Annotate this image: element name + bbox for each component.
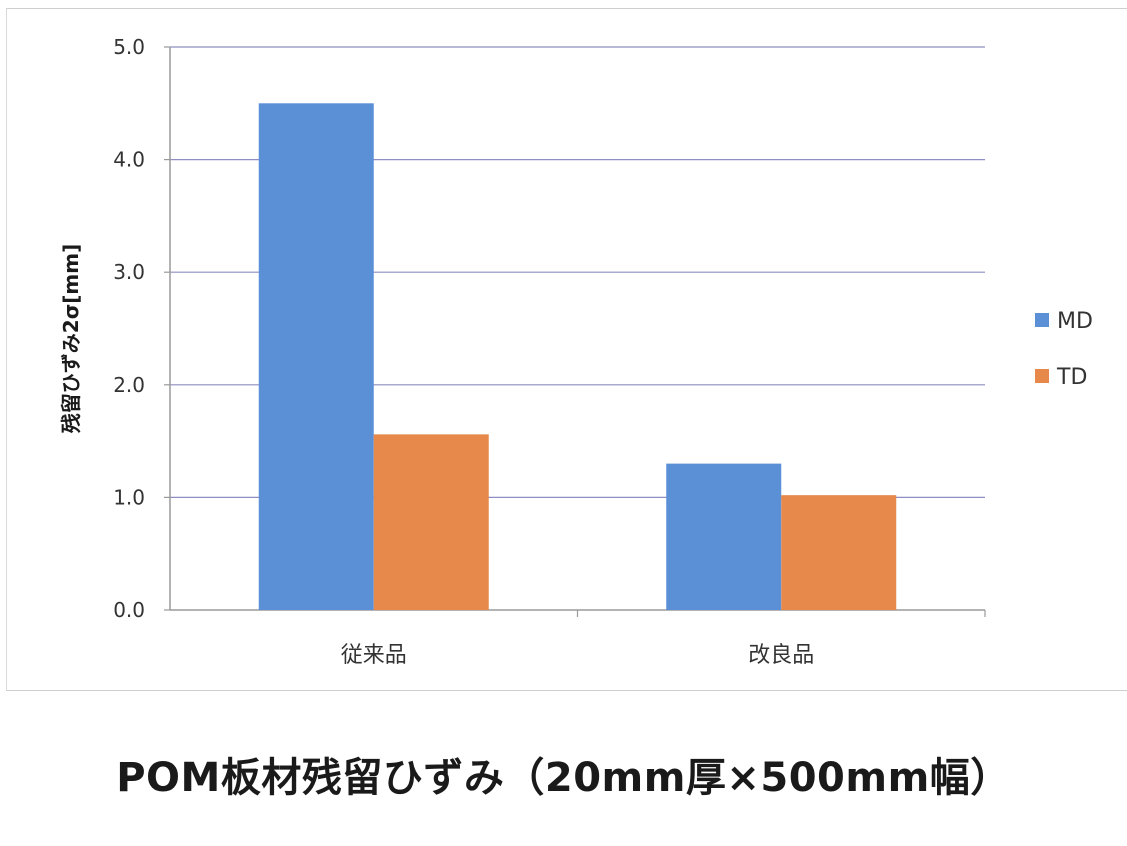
bar-td bbox=[781, 495, 897, 610]
bar-chart: 0.0 1.0 2.0 3.0 4.0 5.0 従来品 改良品 残留ひずみ2σ[mm] MD TD bbox=[59, 35, 1093, 668]
chart-caption: POM板材残留ひずみ（20mm厚×500mm幅） bbox=[116, 755, 1011, 801]
legend-label-md: MD bbox=[1057, 309, 1093, 334]
legend-label-td: TD bbox=[1056, 365, 1087, 390]
x-tick-label: 改良品 bbox=[748, 643, 814, 668]
chart-frame bbox=[6, 8, 1127, 691]
y-tick-label: 1.0 bbox=[113, 485, 145, 509]
legend-swatch-md bbox=[1035, 313, 1049, 327]
y-tick-label: 4.0 bbox=[113, 148, 145, 172]
x-tick-label: 従来品 bbox=[341, 643, 407, 668]
y-tick-label: 3.0 bbox=[113, 260, 145, 284]
bar-td bbox=[373, 434, 489, 610]
y-tick-label: 0.0 bbox=[113, 598, 145, 622]
bar-md bbox=[258, 103, 374, 611]
legend-swatch-td bbox=[1035, 369, 1049, 383]
bar-md bbox=[666, 463, 782, 610]
y-tick-label: 2.0 bbox=[113, 373, 145, 397]
y-tick-label: 5.0 bbox=[113, 35, 145, 59]
y-axis-label: 残留ひずみ2σ[mm] bbox=[59, 244, 83, 433]
